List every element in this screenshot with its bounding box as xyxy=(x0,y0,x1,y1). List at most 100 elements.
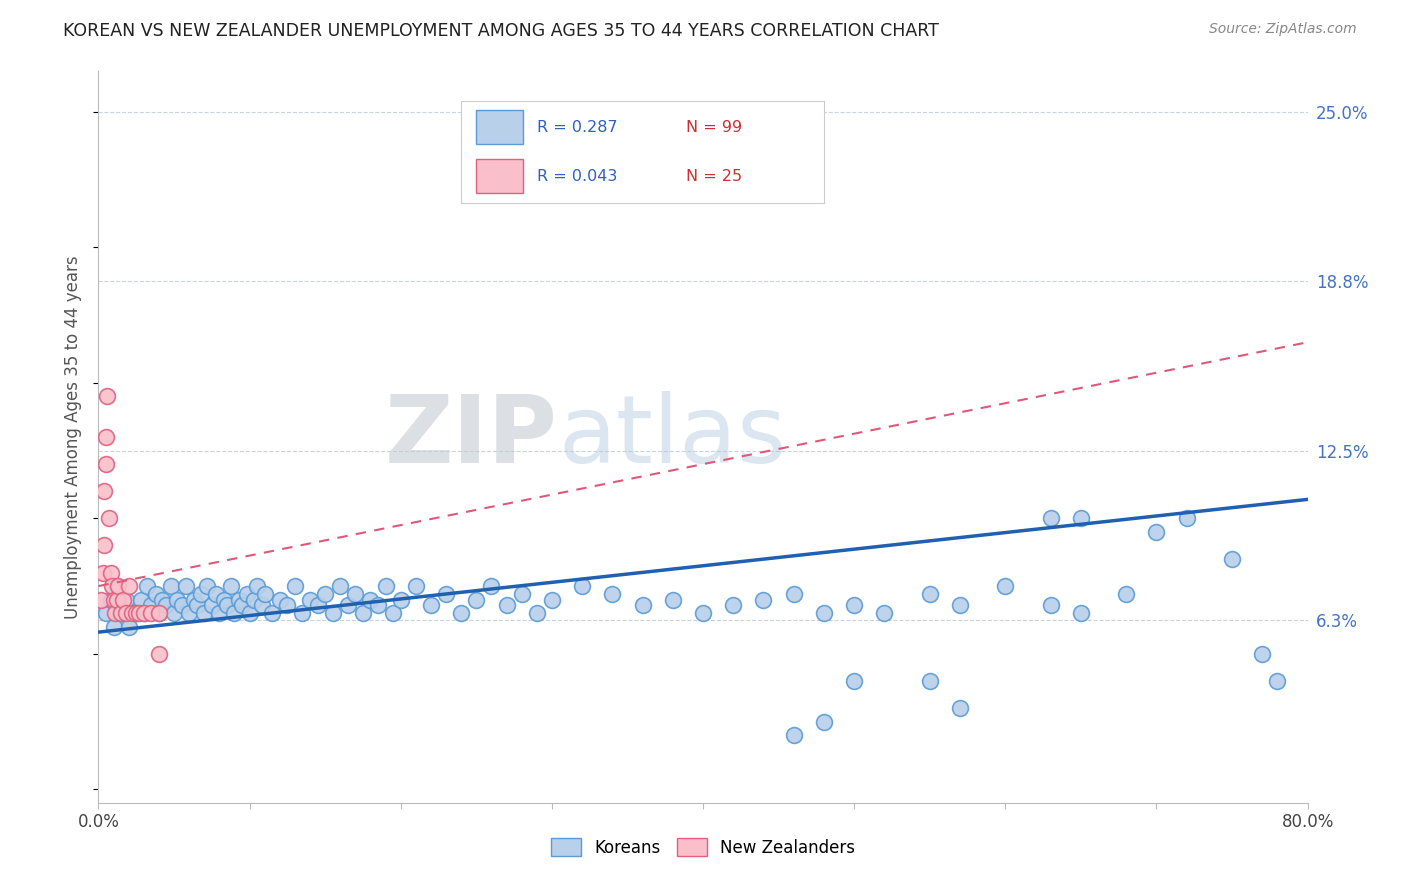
Point xyxy=(103,592,125,607)
Point xyxy=(844,673,866,688)
Point xyxy=(110,606,132,620)
Point xyxy=(994,579,1017,593)
Point xyxy=(1039,511,1062,525)
Point xyxy=(93,538,115,552)
Point xyxy=(405,579,427,593)
Point xyxy=(94,606,117,620)
Point xyxy=(495,598,517,612)
Point xyxy=(228,592,250,607)
Point xyxy=(291,606,314,620)
Point xyxy=(1251,647,1274,661)
Point xyxy=(1070,511,1092,525)
Point xyxy=(186,598,208,612)
Point xyxy=(150,592,173,607)
Y-axis label: Unemployment Among Ages 35 to 44 years: Unemployment Among Ages 35 to 44 years xyxy=(65,255,83,619)
Point xyxy=(813,606,835,620)
Point xyxy=(183,592,205,607)
Point xyxy=(101,579,124,593)
Point xyxy=(1220,552,1243,566)
Point xyxy=(450,606,472,620)
Point xyxy=(193,606,215,620)
Point xyxy=(314,587,336,601)
Point xyxy=(100,592,122,607)
Point xyxy=(104,606,127,620)
Point xyxy=(114,592,136,607)
Point xyxy=(94,430,117,444)
Point xyxy=(918,587,941,601)
Point xyxy=(307,598,329,612)
Point xyxy=(208,606,231,620)
Point xyxy=(107,579,129,593)
Point xyxy=(336,598,359,612)
Point xyxy=(160,579,183,593)
Point xyxy=(231,598,253,612)
Point xyxy=(540,592,562,607)
Point xyxy=(98,511,121,525)
Point xyxy=(389,592,412,607)
Point xyxy=(91,566,114,580)
Point xyxy=(148,606,170,620)
Point xyxy=(121,606,143,620)
Point xyxy=(125,606,148,620)
Point xyxy=(132,606,155,620)
Point xyxy=(250,598,273,612)
Point xyxy=(344,587,367,601)
Point xyxy=(141,598,163,612)
Point xyxy=(239,606,262,620)
Point xyxy=(1175,511,1198,525)
Point xyxy=(510,587,533,601)
Point xyxy=(949,598,972,612)
Text: Source: ZipAtlas.com: Source: ZipAtlas.com xyxy=(1209,22,1357,37)
Point xyxy=(1039,598,1062,612)
Point xyxy=(420,598,443,612)
Point xyxy=(195,579,218,593)
Legend: Koreans, New Zealanders: Koreans, New Zealanders xyxy=(551,838,855,856)
Point xyxy=(243,592,266,607)
Point xyxy=(118,579,141,593)
Point xyxy=(1115,587,1137,601)
Point xyxy=(322,606,344,620)
Point xyxy=(571,579,593,593)
Point xyxy=(284,579,307,593)
Point xyxy=(174,579,197,593)
Point xyxy=(224,606,246,620)
Point xyxy=(434,587,457,601)
Point xyxy=(111,592,134,607)
Point xyxy=(135,579,157,593)
Point xyxy=(661,592,683,607)
Point xyxy=(163,606,186,620)
Point xyxy=(526,606,548,620)
Point xyxy=(129,592,152,607)
Text: ZIP: ZIP xyxy=(385,391,558,483)
Text: KOREAN VS NEW ZEALANDER UNEMPLOYMENT AMONG AGES 35 TO 44 YEARS CORRELATION CHART: KOREAN VS NEW ZEALANDER UNEMPLOYMENT AMO… xyxy=(63,22,939,40)
Point xyxy=(602,587,624,601)
Point xyxy=(949,701,972,715)
Point xyxy=(374,579,396,593)
Point xyxy=(783,728,806,742)
Point xyxy=(125,606,148,620)
Point xyxy=(783,587,806,601)
Point xyxy=(212,592,235,607)
Point xyxy=(148,606,170,620)
Point xyxy=(813,714,835,729)
Point xyxy=(90,592,112,607)
Point xyxy=(918,673,941,688)
Point xyxy=(145,587,167,601)
Point xyxy=(1070,606,1092,620)
Point xyxy=(299,592,322,607)
Point xyxy=(96,389,118,403)
Point xyxy=(166,592,188,607)
Point xyxy=(723,598,745,612)
Point xyxy=(190,587,212,601)
Point xyxy=(132,606,155,620)
Point xyxy=(128,606,150,620)
Text: atlas: atlas xyxy=(558,391,786,483)
Point xyxy=(155,598,177,612)
Point xyxy=(114,606,136,620)
Point xyxy=(201,598,224,612)
Point xyxy=(118,620,141,634)
Point xyxy=(179,606,201,620)
Point xyxy=(100,566,122,580)
Point xyxy=(360,592,382,607)
Point xyxy=(465,592,488,607)
